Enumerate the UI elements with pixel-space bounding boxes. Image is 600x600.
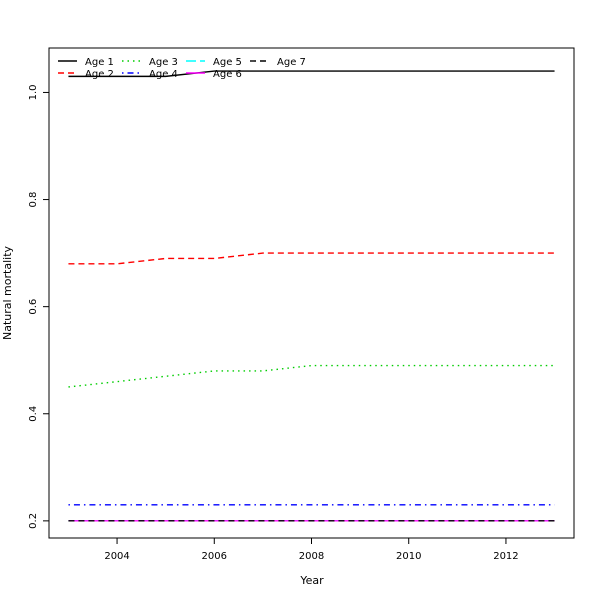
- legend-label-age-3: Age 3: [149, 57, 178, 68]
- legend-label-age-1: Age 1: [85, 57, 114, 68]
- y-axis-label: Natural mortality: [1, 245, 14, 340]
- x-tick-label: 2004: [104, 551, 129, 562]
- x-axis-label: Year: [299, 574, 324, 587]
- legend-label-age-5: Age 5: [213, 57, 242, 68]
- x-tick-label: 2012: [493, 551, 518, 562]
- legend-label-age-6: Age 6: [213, 69, 242, 80]
- y-tick-label: 0.8: [28, 192, 39, 208]
- y-axis: 0.2 0.4 0.6 0.8 1.0: [28, 84, 49, 529]
- legend-label-age-4: Age 4: [149, 69, 178, 80]
- y-tick-label: 0.4: [28, 406, 39, 422]
- legend-label-age-7: Age 7: [277, 57, 306, 68]
- series-line-age-2: [68, 252, 555, 265]
- x-tick-label: 2008: [299, 551, 324, 562]
- y-tick-label: 0.6: [28, 299, 39, 315]
- x-tick-label: 2010: [396, 551, 421, 562]
- x-tick-label: 2006: [202, 551, 227, 562]
- series-line-age-1: [68, 70, 555, 78]
- y-tick-label: 0.2: [28, 513, 39, 529]
- legend-label-age-2: Age 2: [85, 69, 114, 80]
- series-layer: [68, 70, 555, 522]
- y-tick-label: 1.0: [28, 84, 39, 100]
- x-axis: 2004 2006 2008 2010 2012: [104, 538, 519, 562]
